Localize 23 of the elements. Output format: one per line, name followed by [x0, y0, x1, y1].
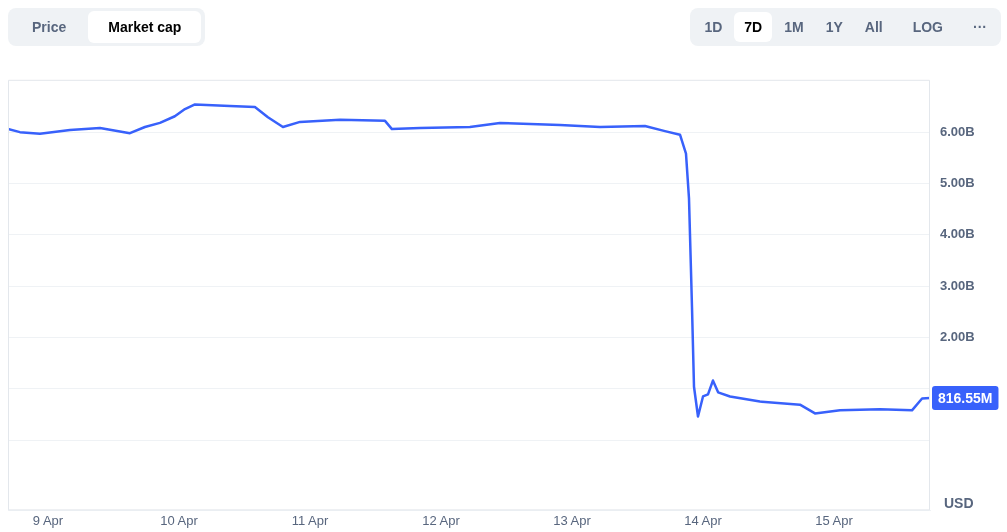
text: 1Y	[824, 18, 844, 37]
x-tick-label: 15 Apr	[815, 512, 854, 528]
x-tick-label: 10 Apr	[160, 512, 199, 528]
text: LOG	[911, 18, 944, 37]
text: 1M	[783, 18, 805, 37]
y-tick-label: 3.00B	[940, 277, 975, 293]
y-tick-label: 2.00B	[940, 329, 975, 345]
x-tick-label: 9 Apr	[32, 512, 64, 528]
text: All	[863, 18, 884, 37]
y-tick-label: 4.00B	[940, 226, 975, 242]
x-tick-label: 12 Apr	[422, 512, 461, 528]
y-tick-label: 5.00B	[940, 175, 975, 191]
y-tick-label: 6.00B	[940, 123, 975, 139]
x-tick-label: 11 Apr	[291, 512, 329, 528]
text: 7D	[734, 12, 773, 42]
x-tick-label: 14 Apr	[684, 512, 723, 528]
text: Market cap	[88, 11, 202, 43]
annotation: 816.55M	[938, 389, 993, 406]
text: Price	[31, 18, 68, 37]
x-tick-label: 13 Apr	[553, 512, 592, 528]
text: 1D	[703, 18, 724, 37]
y-axis-title: USD	[944, 495, 974, 512]
text: ···	[972, 18, 988, 37]
